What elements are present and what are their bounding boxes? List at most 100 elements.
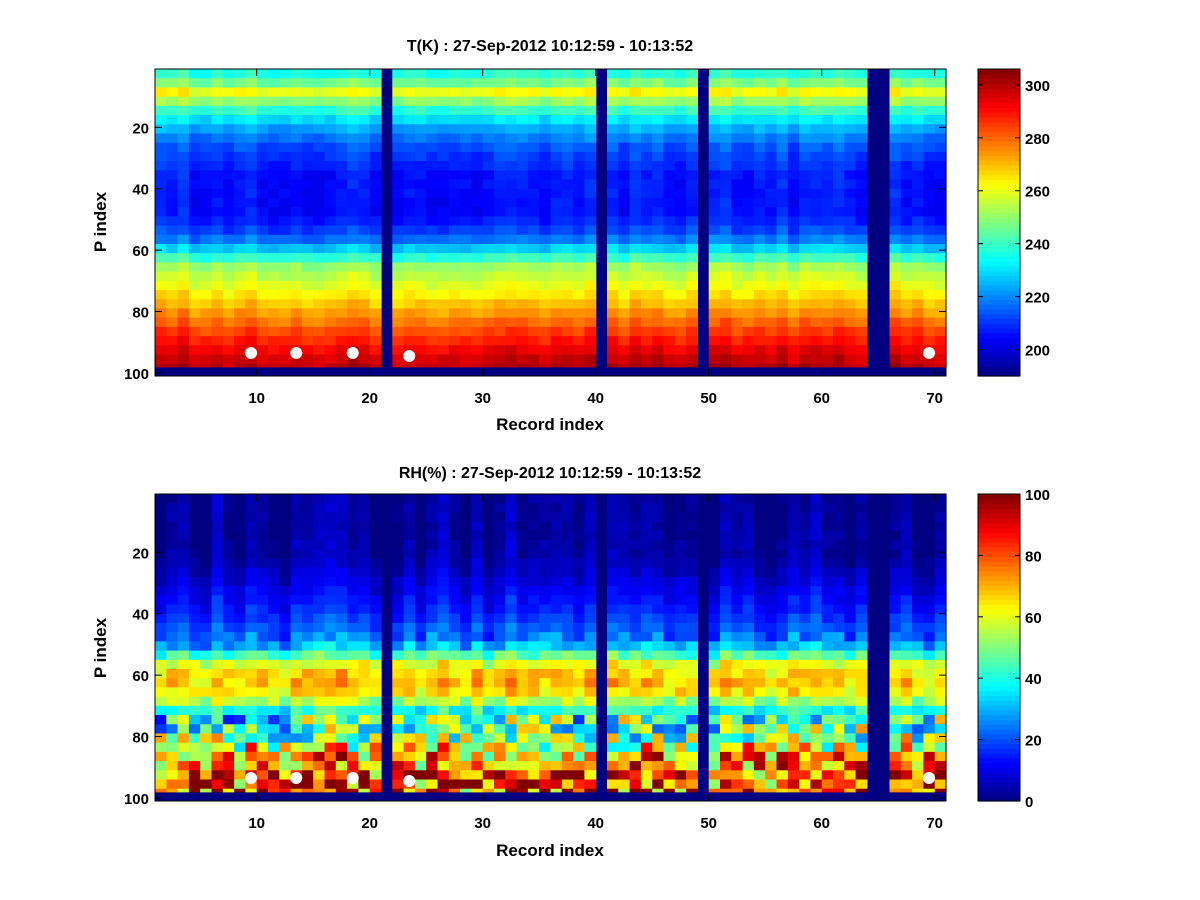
heatmap-cell: [222, 715, 235, 725]
heatmap-cell: [403, 595, 416, 606]
heatmap-cell: [358, 142, 371, 153]
heatmap-cell: [912, 751, 924, 762]
heatmap-cell: [369, 521, 382, 532]
heatmap-cell: [844, 161, 857, 171]
heatmap-cell: [324, 354, 337, 365]
heatmap-cell: [686, 696, 698, 707]
heatmap-cell: [324, 225, 337, 236]
heatmap-cell: [618, 87, 631, 98]
heatmap-cell: [527, 668, 540, 679]
heatmap-cell: [539, 549, 552, 560]
heatmap-cell: [889, 69, 902, 79]
heatmap-cell: [177, 326, 190, 337]
heatmap-cell: [494, 124, 506, 135]
heatmap-cell: [460, 133, 472, 144]
heatmap-cell: [358, 668, 371, 679]
heatmap-cell: [200, 788, 213, 793]
heatmap-cell: [753, 761, 766, 771]
heatmap-cell: [550, 234, 563, 245]
heatmap-cell: [494, 549, 506, 560]
heatmap-cell: [403, 124, 416, 135]
heatmap-cell: [753, 105, 766, 116]
heatmap-cell: [234, 142, 246, 153]
heatmap-cell: [889, 668, 902, 679]
heatmap-cell: [686, 96, 698, 107]
heatmap-cell: [448, 641, 461, 652]
heatmap-cell: [731, 225, 744, 236]
heatmap-cell: [550, 512, 563, 523]
heatmap-cell: [640, 308, 653, 319]
heatmap-cell: [369, 115, 382, 125]
heatmap-cell: [810, 678, 823, 689]
data-marker: [403, 775, 416, 788]
heatmap-cell: [234, 595, 246, 606]
heatmap-cell: [607, 271, 619, 282]
heatmap-cell: [686, 724, 698, 735]
heatmap-cell: [550, 632, 563, 642]
heatmap-cell: [414, 705, 427, 716]
heatmap-cell: [155, 540, 167, 550]
heatmap-cell: [403, 207, 416, 217]
heatmap-cell: [313, 151, 326, 162]
heatmap-cell: [731, 779, 744, 790]
heatmap-cell: [708, 641, 721, 652]
heatmap-cell: [810, 503, 823, 514]
heatmap-cell: [810, 558, 823, 569]
heatmap-cell: [799, 696, 811, 707]
heatmap-cell: [437, 290, 450, 300]
heatmap-cell: [494, 345, 506, 356]
heatmap-cell: [268, 197, 280, 208]
heatmap-cell: [855, 124, 868, 135]
heatmap-cell: [550, 678, 563, 689]
heatmap-cell: [188, 354, 201, 365]
heatmap-cell: [923, 779, 936, 790]
heatmap-cell: [584, 613, 597, 624]
heatmap-cell: [539, 271, 552, 282]
heatmap-cell: [855, 280, 868, 291]
heatmap-cell: [629, 742, 642, 753]
heatmap-cell: [765, 161, 778, 171]
heatmap-cell: [889, 179, 902, 190]
heatmap-cell: [290, 650, 303, 661]
heatmap-cell: [200, 687, 213, 698]
heatmap-cell: [742, 308, 755, 319]
heatmap-cell: [335, 678, 348, 689]
heatmap-cell: [731, 641, 744, 652]
heatmap-cell: [561, 161, 574, 171]
heatmap-cell: [652, 705, 665, 716]
heatmap-cell: [923, 678, 936, 689]
heatmap-cell: [301, 225, 314, 236]
heatmap-cell: [720, 503, 732, 514]
heatmap-cell: [539, 512, 552, 523]
heatmap-cell: [776, 567, 789, 578]
heatmap-cell: [663, 668, 676, 679]
heatmap-cell: [923, 207, 936, 217]
heatmap-cell: [234, 558, 246, 569]
heatmap-cell: [844, 78, 857, 89]
heatmap-cell: [799, 299, 811, 310]
heatmap-cell: [787, 715, 800, 725]
heatmap-cell: [527, 540, 540, 550]
heatmap-cell: [652, 540, 665, 550]
heatmap-cell: [211, 142, 224, 153]
heatmap-cell: [290, 567, 303, 578]
heatmap-cell: [403, 503, 416, 514]
heatmap-cell: [279, 216, 292, 227]
heatmap-cell: [347, 521, 359, 532]
heatmap-cell: [245, 308, 258, 319]
heatmap-cell: [335, 115, 348, 125]
heatmap-cell: [313, 567, 326, 578]
heatmap-cell: [482, 363, 495, 368]
heatmap-cell: [437, 521, 450, 532]
heatmap-cell: [505, 161, 518, 171]
heatmap-cell: [392, 290, 405, 300]
heatmap-cell: [437, 69, 450, 79]
heatmap-cell: [437, 105, 450, 116]
heatmap-cell: [268, 161, 280, 171]
colorbar-segment: [978, 714, 1020, 721]
heatmap-cell: [347, 742, 359, 753]
heatmap-cell: [177, 788, 190, 793]
heatmap-cell: [674, 705, 687, 716]
heatmap-cell: [686, 733, 698, 744]
heatmap-cell: [708, 613, 721, 624]
